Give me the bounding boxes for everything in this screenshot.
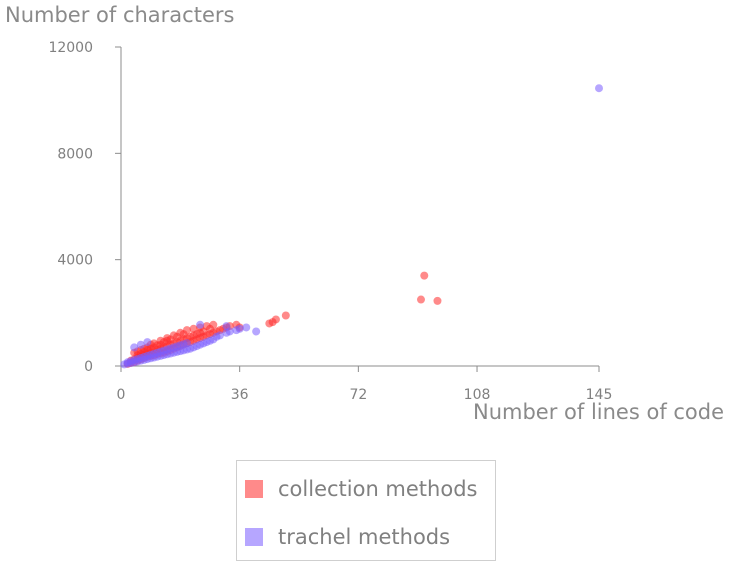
data-point [222, 322, 231, 331]
data-point [182, 326, 191, 335]
x-tick-label: 0 [117, 387, 126, 403]
data-point [156, 336, 165, 345]
data-point [595, 84, 603, 93]
y-tick-label: 4000 [57, 253, 93, 269]
legend-swatch-collection [245, 480, 263, 498]
x-tick-label: 72 [349, 387, 367, 403]
data-point [189, 324, 198, 333]
data-point [143, 338, 152, 347]
data-point [252, 327, 261, 336]
data-point [136, 340, 145, 349]
legend-item-collection[interactable]: collection methods [245, 477, 477, 501]
series-1 [120, 84, 603, 369]
legend-swatch-trachel [245, 528, 263, 546]
data-point [433, 296, 442, 305]
y-tick-label: 12000 [48, 40, 93, 56]
x-axis-title: Number of lines of code [473, 400, 725, 424]
data-point [130, 343, 139, 352]
x-tick-label: 145 [586, 387, 613, 403]
axes: 0 4000 8000 12000 0 36 72 108 145 [48, 40, 612, 403]
data-point [169, 331, 178, 340]
data-point [202, 322, 211, 331]
legend: collection methods trachel methods [236, 460, 496, 561]
data-point [271, 315, 280, 324]
legend-label-collection: collection methods [278, 477, 478, 501]
data-point [242, 323, 251, 332]
data-point [163, 334, 172, 343]
data-point [235, 324, 244, 333]
data-point [176, 328, 185, 337]
data-point [281, 311, 290, 320]
legend-item-trachel[interactable]: trachel methods [245, 525, 450, 549]
y-tick-label: 8000 [57, 146, 93, 162]
data-points [120, 84, 603, 369]
data-point [196, 320, 205, 329]
data-point [215, 331, 224, 340]
y-tick-label: 0 [84, 359, 93, 375]
x-tick-label: 108 [464, 387, 491, 403]
data-point [416, 295, 425, 304]
legend-label-trachel: trachel methods [278, 525, 451, 549]
x-tick-label: 36 [231, 387, 249, 403]
data-point [149, 339, 158, 348]
data-point [420, 271, 429, 280]
y-axis-title: Number of characters [5, 3, 235, 27]
data-point [209, 320, 218, 329]
